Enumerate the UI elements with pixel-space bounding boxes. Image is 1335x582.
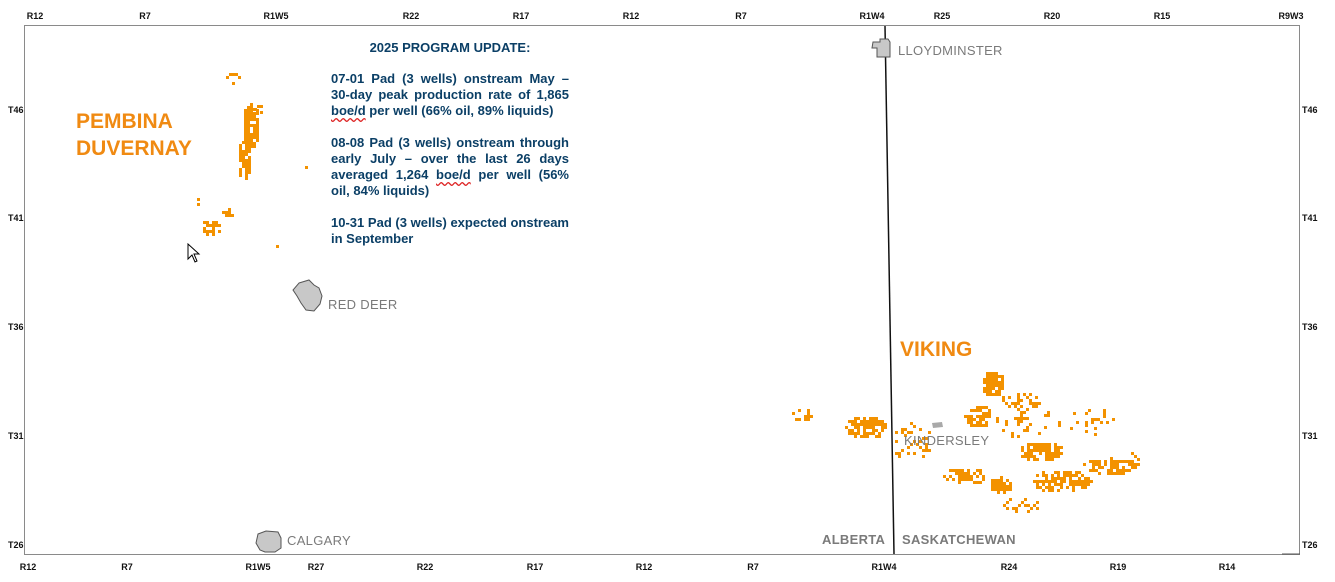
- calgary-label: CALGARY: [287, 533, 351, 548]
- left-tick: T36: [8, 322, 24, 332]
- pembina-duvernay-land: [197, 73, 308, 248]
- lloydminster-label: LLOYDMINSTER: [898, 43, 1003, 58]
- update-item-08-08: 08-08 Pad (3 wells) onstream through ear…: [331, 135, 569, 198]
- top-tick: R15: [1153, 11, 1171, 21]
- top-tick: R9W3: [1278, 11, 1304, 21]
- bottom-tick: R14: [1218, 562, 1236, 572]
- bottom-tick: R17: [526, 562, 544, 572]
- viking-label: VIKING: [900, 338, 973, 361]
- update-item-07-01: 07-01 Pad (3 wells) onstream May – 30-da…: [331, 71, 569, 118]
- left-tick: T41: [8, 213, 24, 223]
- bottom-tick: R22: [416, 562, 434, 572]
- bottom-tick: R27: [307, 562, 325, 572]
- left-tick: T31: [8, 431, 24, 441]
- bottom-tick: R12: [19, 562, 37, 572]
- top-tick: R17: [512, 11, 530, 21]
- left-tick: T46: [8, 105, 24, 115]
- bottom-tick: R7: [121, 562, 133, 572]
- bottom-tick: R7: [747, 562, 759, 572]
- kindersley-label: KINDERSLEY: [904, 433, 990, 448]
- bottom-tick: R1W4: [871, 562, 897, 572]
- right-tick: T36: [1302, 322, 1318, 332]
- bottom-tick: R1W5: [245, 562, 271, 572]
- saskatchewan-label: SASKATCHEWAN: [902, 532, 1016, 547]
- top-tick: R25: [933, 11, 951, 21]
- top-tick: R1W4: [859, 11, 885, 21]
- top-tick: R7: [139, 11, 151, 21]
- map-frame: [24, 25, 1300, 555]
- viking-land: [792, 372, 1140, 513]
- bottom-tick: R12: [635, 562, 653, 572]
- right-tick: T41: [1302, 213, 1318, 223]
- red-deer-city-shape: [292, 279, 323, 312]
- provincial-border-line: [884, 25, 895, 555]
- lloydminster-city-shape: [871, 38, 891, 58]
- program-update-box: 2025 PROGRAM UPDATE: 07-01 Pad (3 wells)…: [331, 40, 569, 263]
- left-tick: T26: [8, 540, 24, 550]
- top-tick: R12: [622, 11, 640, 21]
- right-tick: T26: [1302, 540, 1318, 550]
- right-tick: T31: [1302, 431, 1318, 441]
- top-tick: R22: [402, 11, 420, 21]
- kindersley-city-shape: [932, 422, 943, 428]
- update-item-10-31: 10-31 Pad (3 wells) expected onstream in…: [331, 215, 569, 246]
- top-tick: R12: [26, 11, 44, 21]
- pembina-duvernay-label: PEMBINA DUVERNAY: [76, 108, 192, 162]
- right-tick: T46: [1302, 105, 1318, 115]
- red-deer-label: RED DEER: [328, 297, 398, 312]
- alberta-label: ALBERTA: [822, 532, 886, 547]
- bottom-tick: R19: [1109, 562, 1127, 572]
- pembina-label-line1: PEMBINA: [76, 110, 173, 133]
- pembina-label-line2: DUVERNAY: [76, 137, 192, 160]
- top-tick: R20: [1043, 11, 1061, 21]
- calgary-city-shape: [255, 530, 282, 553]
- bottom-tick: R24: [1000, 562, 1018, 572]
- program-update-title: 2025 PROGRAM UPDATE:: [369, 40, 531, 55]
- top-tick: R7: [735, 11, 747, 21]
- top-tick: R1W5: [263, 11, 289, 21]
- mouse-cursor-icon: [187, 243, 201, 263]
